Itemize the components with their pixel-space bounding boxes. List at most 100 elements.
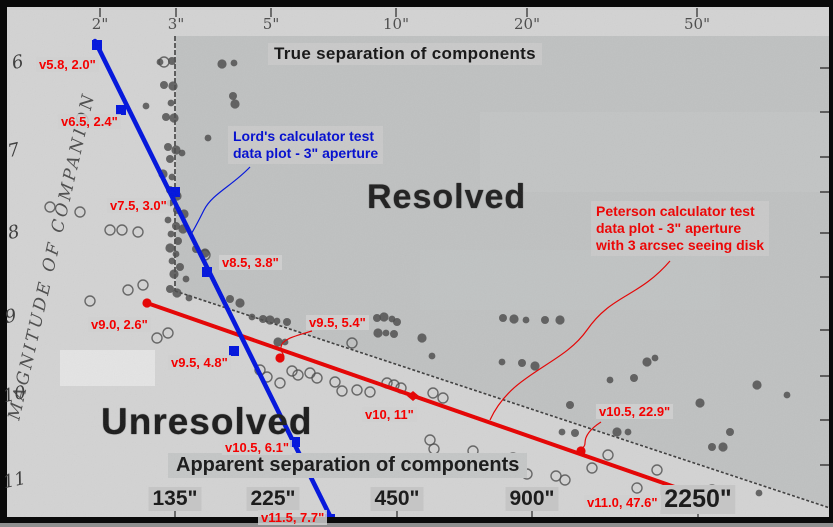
scan-patch xyxy=(480,112,830,192)
peterson-annotation: Peterson calculator test data plot - 3" … xyxy=(591,201,770,256)
lord-point-label: v8.5, 3.8" xyxy=(219,255,282,270)
filled-star-point xyxy=(651,354,659,362)
open-star-point xyxy=(651,464,663,476)
filled-star-point xyxy=(428,352,436,360)
lord-point-marker xyxy=(202,267,212,277)
filled-star-point xyxy=(142,102,150,110)
filled-star-point xyxy=(417,333,427,343)
filled-star-point xyxy=(164,216,172,224)
filled-star-point xyxy=(230,99,240,109)
bottom-tick-label: 900" xyxy=(505,487,559,511)
lord-point-marker xyxy=(170,187,180,197)
open-star-point xyxy=(104,224,116,236)
filled-star-point xyxy=(167,230,175,238)
open-star-point xyxy=(364,386,376,398)
open-star-point xyxy=(336,385,348,397)
filled-star-point xyxy=(541,316,549,324)
filled-star-point xyxy=(182,275,190,283)
filled-star-point xyxy=(172,250,180,258)
filled-star-point xyxy=(164,143,172,151)
bottom-tick-label: 135" xyxy=(148,487,202,511)
filled-star-point xyxy=(695,398,705,408)
filled-star-point xyxy=(630,374,638,382)
scan-border-bottom xyxy=(0,517,833,523)
peterson-annotation-line1: Peterson calculator test xyxy=(596,203,755,219)
peterson-point-label: v10.5, 22.9" xyxy=(596,404,674,419)
unresolved-region-label: Unresolved xyxy=(101,401,313,442)
filled-star-point xyxy=(752,380,762,390)
open-star-point xyxy=(586,462,598,474)
filled-star-point xyxy=(498,358,506,366)
filled-star-point xyxy=(168,173,176,181)
open-star-point xyxy=(602,449,614,461)
peterson-point-marker xyxy=(275,353,285,363)
filled-star-point xyxy=(166,155,174,163)
filled-star-point xyxy=(509,314,519,324)
peterson-annotation-line3: with 3 arcsec seeing disk xyxy=(596,237,765,253)
peterson-point-marker xyxy=(142,298,152,308)
filled-star-point xyxy=(708,443,716,451)
lord-annotation-line2: data plot - 3" aperture xyxy=(233,145,379,161)
filled-star-point xyxy=(571,429,579,437)
scan-border-top xyxy=(0,0,833,7)
lord-annotation: Lord's calculator test data plot - 3" ap… xyxy=(228,126,384,164)
peterson-point-label: v9.5, 5.4" xyxy=(306,315,369,330)
open-star-point xyxy=(132,226,144,238)
filled-star-point xyxy=(169,269,179,279)
filled-star-point xyxy=(642,357,652,367)
filled-star-point xyxy=(379,312,389,322)
scan-border-left xyxy=(0,0,7,527)
filled-star-point xyxy=(555,315,565,325)
filled-star-point xyxy=(783,391,791,399)
top-tick-label: 2" xyxy=(91,15,109,33)
open-star-point xyxy=(351,384,363,396)
top-tick-label: 5" xyxy=(262,15,280,33)
filled-star-point xyxy=(283,318,291,326)
scan-patch xyxy=(60,350,155,386)
filled-star-point xyxy=(168,81,178,91)
lord-point-label: v6.5, 2.4" xyxy=(58,114,121,129)
open-star-point xyxy=(137,279,149,291)
bottom-tick-label: 225" xyxy=(246,487,300,511)
filled-star-point xyxy=(178,149,186,157)
lord-point-label: v11.5, 7.7" xyxy=(258,510,328,525)
peterson-annotation-line2: data plot - 3" aperture xyxy=(596,220,742,236)
filled-star-point xyxy=(167,99,175,107)
open-star-point xyxy=(427,387,439,399)
peterson-point-label: v9.0, 2.6" xyxy=(88,317,151,332)
open-star-point xyxy=(274,377,286,389)
filled-star-point xyxy=(393,318,401,326)
filled-star-point xyxy=(373,328,383,338)
lord-point-label: v7.5, 3.0" xyxy=(107,198,170,213)
open-star-point xyxy=(122,284,134,296)
open-star-point xyxy=(84,295,96,307)
filled-star-point xyxy=(726,428,734,436)
lord-point-label: v9.5, 4.8" xyxy=(168,355,231,370)
filled-star-point xyxy=(204,134,212,142)
filled-star-point xyxy=(718,442,728,452)
filled-star-point xyxy=(248,313,256,321)
open-star-point xyxy=(162,327,174,339)
filled-star-point xyxy=(172,288,182,298)
top-tick-label: 50" xyxy=(684,15,710,33)
filled-star-point xyxy=(624,428,632,436)
filled-star-point xyxy=(169,113,179,123)
filled-star-point xyxy=(522,316,530,324)
filled-star-point xyxy=(174,237,182,245)
filled-star-point xyxy=(566,401,574,409)
open-star-point xyxy=(151,332,163,344)
open-star-point xyxy=(311,372,323,384)
filled-star-point xyxy=(165,243,175,253)
filled-star-point xyxy=(176,263,184,271)
open-star-point xyxy=(437,392,449,404)
filled-star-point xyxy=(185,294,193,302)
open-star-point xyxy=(559,474,571,486)
peterson-point-label: v11.0, 47.6" xyxy=(584,495,661,510)
peterson-point-label: v10, 11" xyxy=(362,407,417,422)
bottom-axis-title: Apparent separation of components xyxy=(168,453,528,478)
open-star-point xyxy=(74,206,86,218)
filled-star-point xyxy=(530,361,540,371)
scan-patch xyxy=(420,250,720,310)
